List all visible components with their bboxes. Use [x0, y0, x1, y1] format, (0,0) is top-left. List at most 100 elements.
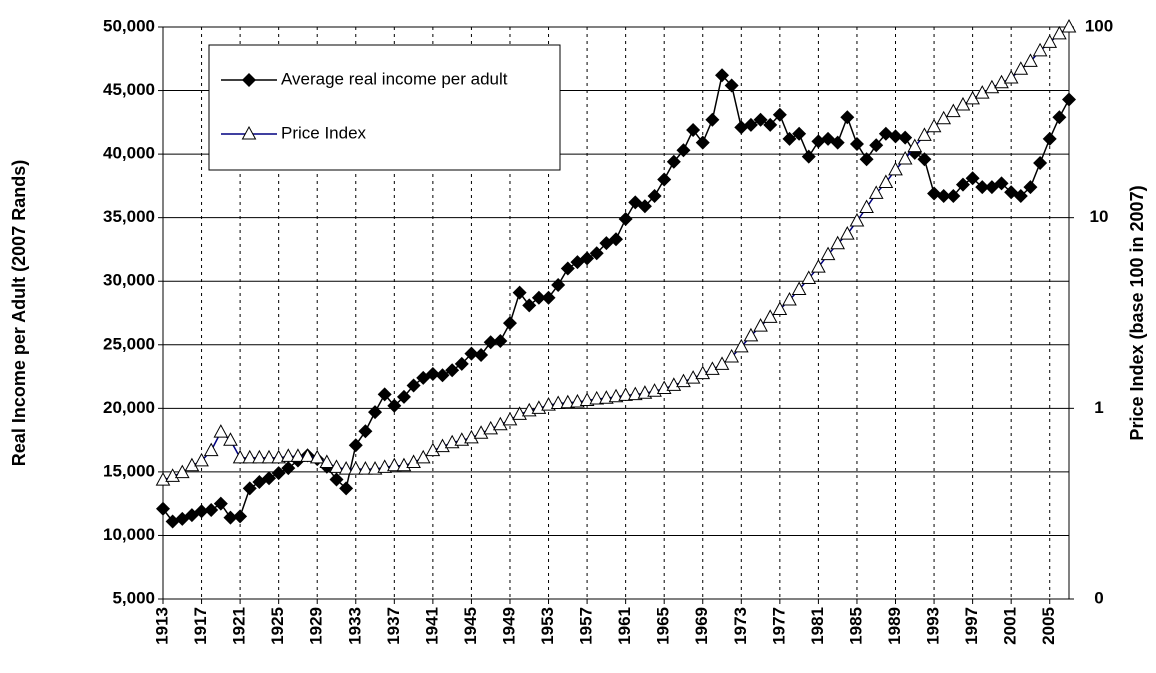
legend-label: Price Index [281, 123, 367, 142]
marker [849, 212, 865, 227]
marker [580, 251, 595, 266]
x-tick-label: 1977 [769, 607, 788, 645]
y-tick-label: 50,000 [103, 16, 155, 35]
marker [897, 150, 913, 165]
marker [859, 152, 874, 167]
marker [1052, 25, 1067, 40]
x-tick-label: 1989 [885, 607, 904, 645]
marker [512, 285, 527, 300]
marker [820, 246, 836, 261]
x-tick-label: 1945 [461, 607, 480, 645]
marker [233, 509, 248, 524]
marker [271, 466, 286, 481]
marker [165, 514, 180, 529]
marker [830, 135, 845, 150]
marker [329, 459, 344, 473]
marker [1061, 18, 1077, 33]
y-tick-label: 10,000 [103, 525, 155, 544]
y2-tick-label: 100 [1085, 16, 1113, 35]
marker [753, 318, 768, 332]
marker [676, 373, 691, 388]
marker [252, 449, 267, 464]
marker [339, 481, 354, 496]
y-tick-label: 15,000 [103, 461, 155, 480]
marker [782, 291, 797, 306]
x-tick-label: 1941 [422, 607, 441, 645]
x-tick-label: 1965 [654, 607, 673, 645]
marker [386, 457, 402, 472]
marker [1013, 61, 1029, 75]
marker [724, 348, 739, 363]
marker [627, 386, 643, 401]
marker [213, 496, 228, 511]
x-tick-label: 1985 [846, 607, 865, 645]
marker [445, 363, 460, 378]
marker [753, 112, 768, 127]
marker [551, 278, 566, 293]
marker [946, 103, 961, 118]
x-tick-label: 1953 [538, 607, 557, 645]
marker [415, 449, 431, 464]
marker [994, 74, 1009, 89]
marker [676, 143, 691, 158]
marker [618, 387, 633, 401]
marker [261, 449, 277, 464]
marker [156, 501, 170, 516]
marker [868, 185, 884, 199]
marker [1062, 92, 1076, 107]
marker [1033, 156, 1048, 171]
marker [685, 370, 701, 384]
marker [743, 327, 759, 342]
marker [589, 390, 605, 405]
marker [1013, 189, 1028, 204]
marker [898, 130, 913, 145]
marker [724, 78, 739, 93]
marker [599, 390, 614, 404]
marker [262, 471, 277, 486]
marker [637, 199, 652, 214]
marker [994, 176, 1009, 191]
x-tick-label: 1949 [499, 607, 518, 645]
marker [377, 387, 392, 402]
y-axis-title: Real Income per Adult (2007 Rands) [9, 160, 29, 466]
y-tick-label: 5,000 [112, 588, 155, 607]
marker [647, 189, 662, 204]
marker [1032, 42, 1048, 57]
marker [733, 338, 749, 353]
marker [483, 420, 499, 435]
marker [975, 180, 990, 195]
y2-tick-label: 10 [1090, 207, 1109, 226]
marker [1023, 180, 1038, 195]
marker [859, 199, 874, 214]
marker [348, 461, 364, 475]
x-tick-label: 1933 [345, 607, 364, 645]
marker [1023, 53, 1038, 67]
marker [406, 378, 421, 393]
x-tick-label: 1961 [615, 607, 634, 645]
marker [1042, 131, 1057, 146]
marker [425, 442, 441, 457]
marker [609, 232, 623, 247]
marker [839, 226, 855, 240]
marker [955, 177, 970, 192]
x-tick-label: 1921 [230, 607, 249, 645]
marker [878, 174, 894, 188]
marker [541, 290, 556, 305]
marker [782, 131, 797, 146]
marker [801, 270, 817, 284]
marker [705, 112, 720, 127]
y-tick-label: 20,000 [103, 398, 155, 417]
marker [474, 347, 489, 362]
marker [271, 449, 286, 464]
marker [772, 107, 787, 122]
marker [570, 393, 585, 408]
marker [175, 511, 190, 526]
marker [464, 346, 479, 361]
marker [204, 503, 219, 518]
marker [946, 189, 961, 204]
marker [917, 152, 932, 167]
legend-box [208, 44, 561, 171]
marker [907, 138, 923, 153]
marker [715, 68, 730, 83]
marker [338, 461, 354, 475]
